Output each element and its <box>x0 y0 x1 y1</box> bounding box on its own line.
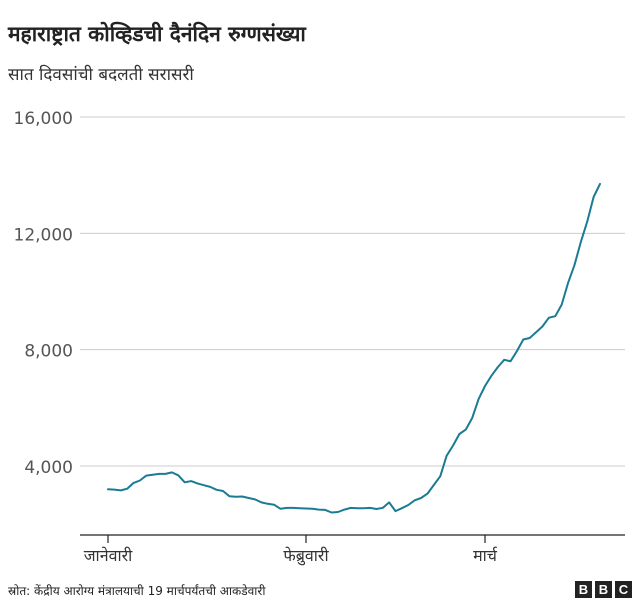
chart-title: महाराष्ट्रात कोव्हिडची दैनंदिन रुग्णसंख्… <box>8 22 306 46</box>
bbc-logo: B B C <box>575 581 632 598</box>
x-axis: जानेवारी फेब्रुवारी मार्च <box>80 534 625 566</box>
bbc-logo-letter-b1: B <box>575 581 592 598</box>
y-axis-tick-labels: 4,000 8,000 12,000 16,000 <box>14 109 73 478</box>
bbc-logo-letter-b2: B <box>595 581 612 598</box>
series-layer <box>107 182 601 514</box>
y-tick-label-3: 16,000 <box>14 109 73 129</box>
y-tick-label-1: 8,000 <box>24 342 73 362</box>
y-tick-label-2: 12,000 <box>14 225 73 245</box>
line-chart: 4,000 8,000 12,000 16,000 जानेवारी फेब्रुवार… <box>14 109 625 566</box>
x-tick-label-1: फेब्रुवारी <box>283 546 329 566</box>
bbc-logo-letter-c: C <box>615 581 632 598</box>
x-tick-label-2: मार्च <box>473 546 498 565</box>
x-tick-label-0: जानेवारी <box>84 546 133 565</box>
chart-subtitle: सात दिवसांची बदलती सरासरी <box>8 65 194 85</box>
series-line-0 <box>107 182 601 514</box>
grid-lines <box>80 116 625 467</box>
source-note: स्रोत: केंद्रीय आरोग्य मंत्रालयाची 19 मा… <box>8 584 266 598</box>
y-tick-label-0: 4,000 <box>24 458 73 478</box>
